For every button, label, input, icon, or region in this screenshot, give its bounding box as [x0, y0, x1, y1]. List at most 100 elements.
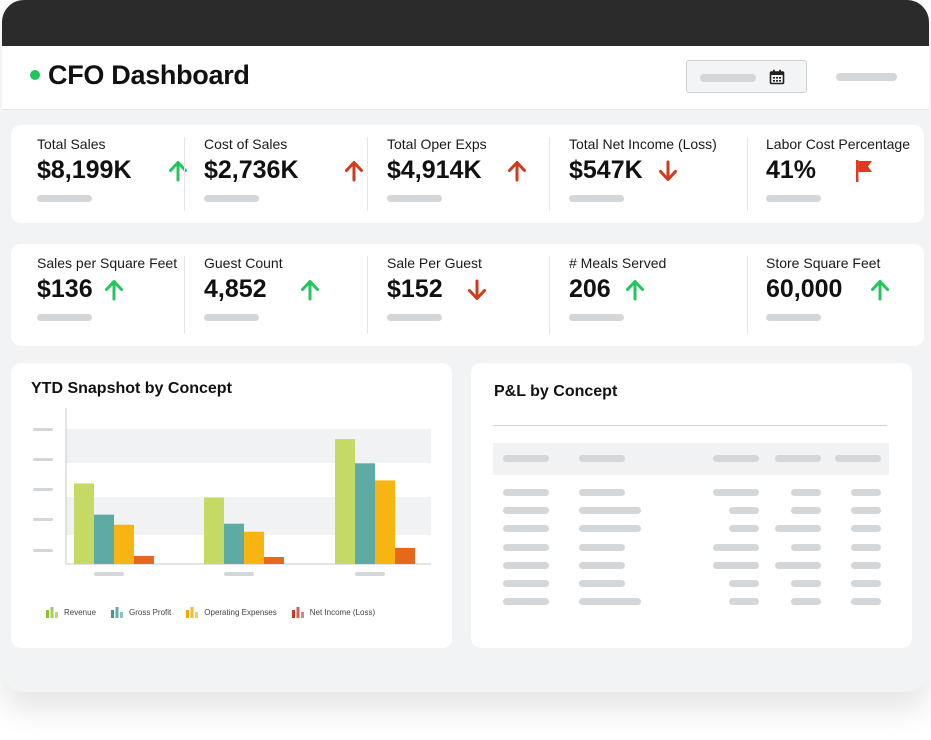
kpi-sparkline-placeholder — [37, 195, 92, 202]
kpi-card[interactable]: # Meals Served 206 — [549, 244, 747, 346]
legend-label: Revenue — [64, 607, 97, 617]
table-cell-placeholder — [729, 598, 759, 606]
bar-gross-profit — [355, 463, 375, 564]
table-cell-placeholder — [851, 543, 881, 551]
table-cell-placeholder — [579, 561, 625, 569]
table-cell-placeholder — [775, 561, 821, 569]
kpi-sparkline-placeholder — [766, 195, 821, 202]
kpi-label: Labor Cost Percentage — [766, 136, 910, 152]
legend-item: Operating Expenses — [185, 606, 277, 618]
table-cell-placeholder — [791, 489, 821, 496]
ytd-snapshot-panel: YTD Snapshot by Concept Revenue Gross Pro… — [11, 363, 452, 648]
kpi-label: Sale Per Guest — [387, 255, 482, 271]
bar-net-income-loss — [395, 547, 415, 564]
kpi-value: $547K — [569, 156, 643, 184]
y-tick-placeholder — [33, 428, 53, 431]
kpi-card[interactable]: Total Net Income (Loss) $547K — [549, 125, 747, 223]
table-cell-placeholder — [579, 525, 641, 533]
bar-revenue — [74, 483, 94, 564]
kpi-divider — [367, 256, 368, 334]
kpi-value: $4,914K — [387, 156, 482, 184]
pnl-by-concept-panel: P&L by Concept — [471, 363, 912, 648]
kpi-sparkline-placeholder — [569, 195, 624, 202]
user-menu-placeholder[interactable] — [836, 73, 897, 81]
legend-label: Gross Profit — [129, 607, 172, 617]
kpi-sparkline-placeholder — [766, 314, 821, 321]
arrow-up-icon — [626, 280, 644, 301]
kpi-card[interactable]: Store Square Feet 60,000 — [747, 244, 924, 346]
arrow-up-icon — [871, 280, 889, 301]
kpi-row-financial: Total Sales $8,199K Cost of Sales $2,736K To… — [11, 125, 924, 223]
kpi-card[interactable]: Total Sales $8,199K — [11, 125, 187, 223]
date-range-picker[interactable] — [686, 60, 807, 93]
kpi-label: Total Net Income (Loss) — [569, 136, 717, 152]
bar-chart-icon — [111, 607, 124, 618]
dashboard-header: CFO Dashboard — [2, 46, 929, 110]
kpi-card[interactable]: Cost of Sales $2,736K — [184, 125, 367, 223]
table-cell-placeholder — [791, 580, 821, 587]
y-tick-placeholder — [33, 549, 53, 552]
table-cell-placeholder — [775, 525, 821, 533]
bar-net-income-loss — [134, 555, 154, 564]
table-cell-placeholder — [851, 561, 881, 569]
legend-item: Gross Profit — [110, 606, 171, 618]
kpi-card[interactable]: Guest Count 4,852 — [184, 244, 367, 346]
page-title: CFO Dashboard — [48, 60, 250, 90]
table-cell-placeholder — [579, 507, 641, 515]
table-cell-placeholder — [579, 489, 625, 496]
kpi-row-operational: Sales per Square Feet $136 Guest Count 4,85… — [11, 244, 924, 346]
table-cell-placeholder — [503, 525, 549, 533]
table-cell-placeholder — [791, 507, 821, 515]
bar-gross-profit — [94, 514, 114, 564]
table-cell-placeholder — [503, 598, 549, 606]
legend-item: Net Income (Loss) — [291, 606, 375, 618]
bar-revenue — [204, 497, 224, 564]
date-range-placeholder — [700, 74, 756, 82]
kpi-divider — [549, 256, 550, 334]
bar-net-income-loss — [264, 556, 284, 564]
grid-band — [66, 429, 431, 463]
legend-item: Revenue — [45, 606, 96, 618]
table-cell-placeholder — [729, 507, 759, 515]
flag-icon — [856, 160, 872, 182]
table-cell-placeholder — [851, 489, 881, 496]
kpi-divider — [184, 256, 185, 334]
kpi-value: 41% — [766, 156, 817, 184]
x-tick-placeholder — [355, 572, 385, 576]
bar-revenue — [335, 439, 355, 564]
kpi-sparkline-placeholder — [569, 314, 624, 321]
arrow-up-icon — [105, 280, 123, 301]
kpi-label: Store Square Feet — [766, 255, 881, 271]
column-header-placeholder — [503, 455, 549, 462]
table-cell-placeholder — [713, 543, 759, 551]
bar-chart-icon — [46, 607, 58, 618]
arrow-up-icon — [301, 280, 319, 301]
kpi-card[interactable]: Sales per Square Feet $136 — [11, 244, 184, 346]
table-cell-placeholder — [579, 598, 641, 606]
y-tick-placeholder — [33, 458, 53, 461]
kpi-divider — [747, 256, 748, 334]
kpi-card[interactable]: Labor Cost Percentage 41% — [747, 125, 924, 223]
arrow-down-icon — [468, 279, 486, 300]
kpi-divider — [549, 137, 550, 211]
kpi-card[interactable]: Total Oper Exps $4,914K — [367, 125, 549, 223]
kpi-label: Cost of Sales — [204, 136, 288, 152]
arrow-down-icon — [659, 160, 677, 181]
calendar-icon[interactable] — [769, 69, 785, 85]
kpi-label: Sales per Square Feet — [37, 255, 178, 271]
table-cell-placeholder — [503, 543, 549, 551]
kpi-divider — [747, 137, 748, 211]
kpi-label: Total Oper Exps — [387, 136, 487, 152]
kpi-card[interactable]: Sale Per Guest $152 — [367, 244, 549, 346]
legend-label: Operating Expenses — [204, 607, 277, 617]
kpi-divider — [367, 137, 368, 211]
x-tick-placeholder — [224, 572, 254, 576]
kpi-value: $8,199K — [37, 156, 132, 184]
arrow-up-icon — [169, 161, 187, 182]
table-cell-placeholder — [503, 561, 549, 569]
table-cell-placeholder — [713, 489, 759, 496]
table-cell-placeholder — [503, 507, 549, 515]
kpi-label: Guest Count — [204, 255, 283, 271]
table-cell-placeholder — [851, 580, 881, 587]
y-tick-placeholder — [33, 518, 53, 521]
